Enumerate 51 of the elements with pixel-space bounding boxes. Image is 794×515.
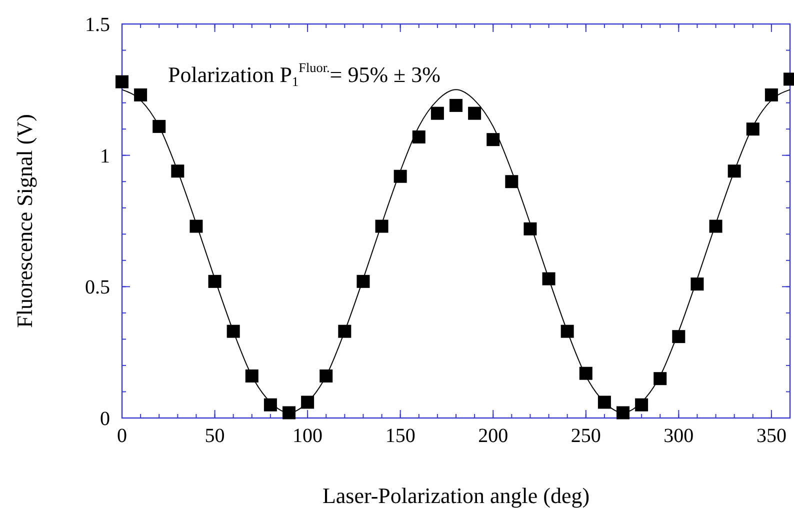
point — [672, 330, 686, 344]
point — [579, 366, 592, 380]
point — [764, 88, 778, 102]
x-tick-label: 200 — [478, 425, 508, 447]
x-tick-label: 350 — [756, 425, 786, 447]
point — [394, 170, 407, 183]
point — [654, 372, 667, 386]
annotation: Polarization P$_{1}$$^{Fluor.}$= 95% ± 3% — [168, 60, 440, 89]
point — [152, 120, 166, 133]
point — [412, 130, 426, 144]
point — [709, 220, 722, 233]
x-tick-label: 300 — [664, 425, 694, 447]
x-tick-label: 50 — [204, 425, 225, 447]
point — [226, 324, 240, 338]
point — [375, 220, 388, 233]
point — [450, 98, 462, 112]
x-tick-label: 0 — [117, 425, 127, 447]
point — [542, 272, 556, 286]
y-tick-label: 1.5 — [85, 14, 110, 36]
y-tick-label: 0.5 — [85, 276, 110, 299]
x-tick-label: 100 — [292, 425, 323, 447]
y-axis-title: Fluorescence Signal (V) — [12, 114, 37, 328]
point — [264, 398, 277, 412]
point — [486, 133, 500, 146]
point — [356, 274, 370, 288]
point — [430, 106, 444, 120]
point — [116, 75, 128, 88]
point — [134, 88, 148, 102]
point — [598, 396, 611, 409]
point — [560, 324, 574, 338]
point — [282, 406, 296, 420]
point — [616, 406, 630, 420]
point — [338, 324, 352, 338]
point — [635, 398, 648, 412]
x-tick-label: 150 — [385, 425, 416, 447]
y-tick-label: 1 — [100, 145, 110, 168]
point — [468, 106, 482, 120]
point — [190, 220, 203, 233]
point — [524, 222, 537, 236]
y-tick-label: 0 — [100, 408, 110, 430]
point — [171, 164, 184, 178]
point — [208, 274, 222, 288]
point — [746, 122, 760, 136]
point — [690, 278, 704, 291]
point — [301, 396, 314, 409]
x-tick-label: 250 — [570, 425, 601, 447]
point — [320, 369, 333, 382]
x-axis-title: Laser-Polarization angle (deg) — [322, 483, 590, 508]
point — [505, 175, 518, 188]
point — [728, 164, 741, 178]
point — [245, 369, 258, 382]
